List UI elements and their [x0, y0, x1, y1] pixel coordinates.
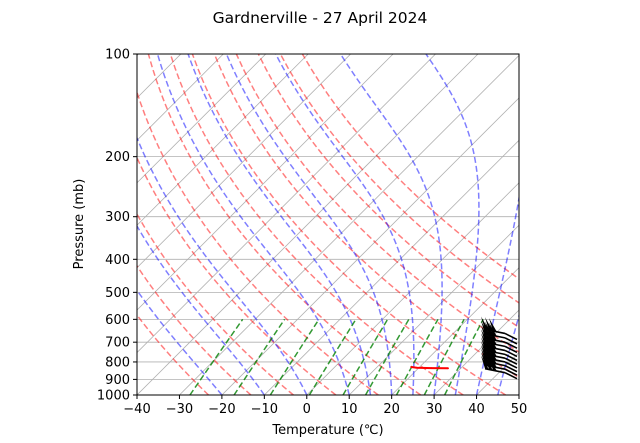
x-tick-label: −10	[251, 402, 278, 417]
isotherm-line	[306, 182, 519, 395]
moist-adiabat-line	[137, 136, 308, 395]
x-axis-label: Temperature (℃)	[271, 423, 383, 438]
isotherm-line	[391, 267, 519, 395]
x-tick-label: 0	[303, 402, 311, 417]
x-tick-label: −20	[208, 402, 235, 417]
y-tick-label: 100	[105, 48, 130, 63]
moist-adiabat-line	[187, 54, 372, 395]
mixing-ratio-line	[342, 318, 389, 395]
mixing-ratio-line	[444, 319, 484, 395]
isotherm-line	[137, 54, 267, 184]
isotherm-line	[137, 54, 182, 99]
y-tick-label: 500	[105, 286, 130, 301]
mixing-ratio-line	[364, 318, 410, 395]
x-tick-label: 20	[383, 402, 400, 417]
temperature-point	[447, 367, 449, 370]
moist-adiabat-line	[137, 289, 223, 395]
wind-barb	[481, 355, 518, 380]
y-tick-label: 400	[105, 253, 130, 268]
isotherm-line	[561, 54, 640, 395]
isotherm-line	[348, 224, 519, 395]
temperature-point	[410, 366, 413, 368]
isotherm-line	[476, 351, 519, 395]
x-tick-label: −30	[166, 402, 193, 417]
y-tick-label: 900	[105, 373, 130, 388]
dry-adiabat-line	[147, 54, 422, 395]
wind-barb	[481, 325, 518, 349]
isotherm-line	[221, 97, 519, 395]
plot-frame	[136, 53, 520, 396]
y-tick-label: 1000	[97, 389, 130, 404]
x-tick-label: 10	[341, 402, 358, 417]
x-tick-label: 50	[511, 402, 528, 417]
mixing-ratio-line	[269, 318, 320, 395]
y-tick-label: 300	[105, 210, 130, 225]
dry-adiabat-line	[279, 54, 519, 304]
chart-title: Gardnerville - 27 April 2024	[213, 9, 428, 27]
temperature-profile-line	[411, 366, 449, 370]
dry-adiabat-line	[169, 54, 464, 395]
dry-adiabat-line	[137, 155, 337, 395]
y-tick-label: 700	[105, 336, 130, 351]
isotherm-line	[137, 54, 479, 395]
x-tick-label: 30	[426, 402, 443, 417]
dry-adiabat-line	[301, 54, 519, 280]
moist-adiabat-line	[137, 224, 265, 395]
y-tick-label: 800	[105, 355, 130, 370]
temperature-point	[415, 366, 418, 369]
isotherm-line	[179, 54, 519, 395]
isotherm-line	[433, 309, 519, 395]
moist-adiabat-line	[156, 54, 350, 395]
mixing-ratio-line	[423, 318, 465, 395]
mixing-ratio-line	[395, 318, 439, 395]
moist-adiabat-line	[225, 54, 393, 395]
dry-adiabat-line	[235, 54, 519, 354]
moist-adiabat-line	[518, 392, 519, 395]
dry-adiabat-line	[191, 54, 507, 395]
isotherm-line	[137, 54, 309, 226]
isotherm-line	[264, 139, 519, 395]
moist-adiabat-line	[339, 54, 443, 395]
isotherm-line	[518, 394, 519, 395]
dry-adiabat-line	[137, 212, 294, 395]
x-tick-label: 40	[468, 402, 485, 417]
isotherm-line	[137, 54, 351, 269]
dry-adiabat-line	[137, 264, 252, 395]
y-tick-label: 200	[105, 150, 130, 165]
mixing-ratio-line	[308, 318, 357, 395]
moist-adiabat-line	[425, 54, 480, 395]
temperature-point	[430, 367, 433, 370]
x-tick-label: −40	[123, 402, 150, 417]
isotherm-line	[137, 54, 394, 311]
moist-adiabat-line	[475, 54, 519, 395]
y-axis-label: Pressure (mb)	[72, 179, 87, 270]
y-tick-label: 600	[105, 313, 130, 328]
mixing-ratio-line	[233, 318, 286, 395]
isotherm-line	[137, 54, 224, 141]
isotherm-line	[0, 54, 54, 395]
mixing-ratio-line	[189, 318, 244, 395]
dry-adiabat-line	[137, 89, 379, 395]
